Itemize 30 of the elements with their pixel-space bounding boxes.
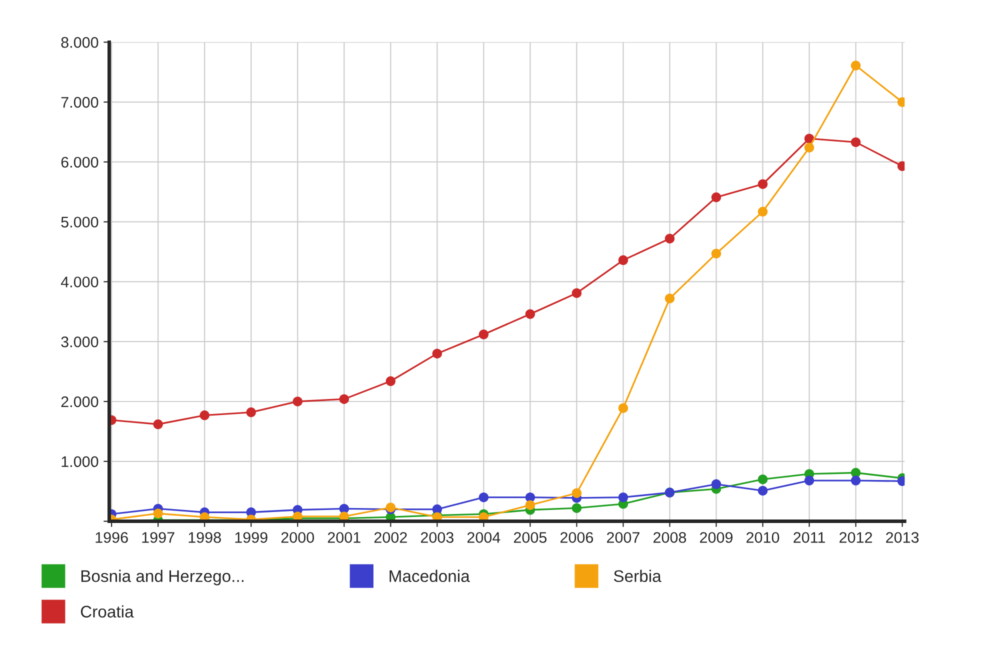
- legend-label: Bosnia and Herzego...: [81, 570, 244, 586]
- y-tick-label: 7.000: [61, 96, 98, 108]
- y-tick-label: 2.000: [61, 396, 98, 408]
- x-tick-label: 2013: [886, 532, 919, 543]
- x-tick-label: 2003: [420, 532, 454, 543]
- x-tick-label: 1996: [96, 532, 128, 543]
- x-tick-label: 2004: [467, 532, 500, 543]
- x-tick-label: 1999: [235, 532, 268, 543]
- x-tick-label: 2001: [328, 532, 360, 543]
- legend-label: Serbia: [614, 570, 662, 582]
- y-tick-label: 6.000: [61, 156, 98, 168]
- x-tick-label: 2002: [374, 532, 407, 543]
- x-tick-label: 2007: [606, 532, 640, 543]
- x-tick-label: 2008: [654, 532, 686, 543]
- y-tick-label: 8.000: [61, 37, 98, 48]
- x-tick-label: 2011: [794, 532, 825, 543]
- x-tick-label: 2005: [514, 532, 547, 543]
- x-tick-label: 2000: [281, 532, 314, 543]
- y-tick-label: 3.000: [61, 336, 98, 348]
- x-tick-label: 2010: [746, 532, 780, 543]
- x-tick-label: 2006: [560, 532, 594, 543]
- x-tick-label: 1997: [142, 532, 174, 543]
- legend-label: Macedonia: [390, 570, 470, 582]
- y-tick-label: 5.000: [61, 216, 98, 228]
- y-tick-label: 1.000: [62, 456, 98, 468]
- legend-label: Croatia: [80, 605, 134, 618]
- x-tick-label: 2012: [840, 532, 872, 543]
- y-tick-label: 4.000: [60, 276, 98, 288]
- x-tick-label: 1998: [188, 532, 221, 543]
- x-tick-label: 2009: [700, 532, 733, 543]
